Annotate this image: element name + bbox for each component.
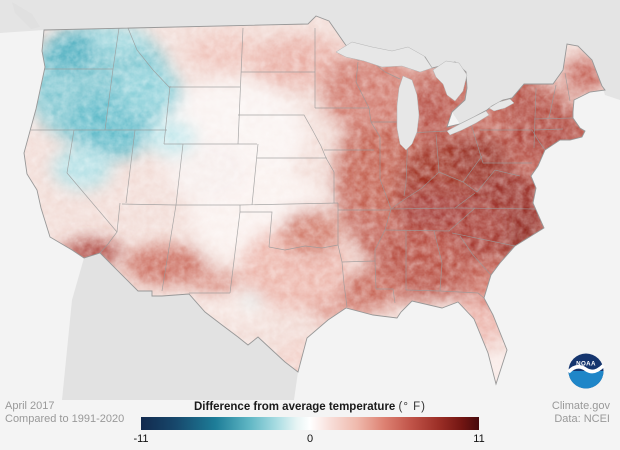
lake-michigan	[396, 75, 420, 151]
map-canvas	[0, 0, 620, 400]
lake-superior	[335, 41, 433, 73]
mexico-landmass	[62, 253, 298, 400]
lake-huron	[432, 60, 468, 102]
anomaly-field	[24, 16, 605, 384]
canada-landmass	[0, 0, 620, 124]
credit-block: Climate.gov Data: NCEI	[552, 400, 610, 426]
legend-title-text: Difference from average temperature	[193, 401, 396, 413]
great-lakes	[335, 41, 515, 151]
baseline-label: Compared to 1991-2020	[5, 413, 125, 425]
vancouver-island	[12, 2, 40, 29]
tick-mid: 0	[306, 433, 314, 445]
source-label: Climate.gov	[551, 400, 610, 412]
lake-erie	[446, 110, 490, 136]
tick-min: -11	[133, 433, 149, 445]
us-temperature-anomaly-map	[0, 0, 620, 400]
period-block: April 2017 Compared to 1991-2020	[5, 400, 124, 426]
legend-title: Difference from average temperature (° F…	[140, 401, 480, 413]
seagull-icon	[567, 364, 605, 374]
noaa-logo: NOAA	[567, 352, 605, 390]
lake-ontario	[488, 98, 515, 112]
temperature-colorbar	[141, 417, 479, 430]
noaa-logo-text: NOAA	[576, 361, 596, 368]
colorbar-ticks: -11 0 11	[133, 433, 484, 447]
us-outline	[23, 15, 606, 386]
tick-max: 11	[473, 433, 485, 445]
state-borders	[31, 27, 574, 308]
legend-unit: (° F)	[398, 401, 427, 413]
data-credit-label: Data: NCEI	[554, 413, 610, 425]
period-label: April 2017	[5, 400, 55, 412]
